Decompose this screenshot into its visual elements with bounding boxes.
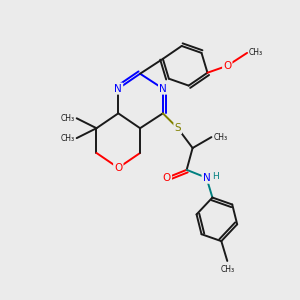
Text: O: O <box>163 173 171 183</box>
Text: N: N <box>114 84 122 94</box>
Text: CH₃: CH₃ <box>213 133 227 142</box>
Text: S: S <box>174 123 181 133</box>
Text: CH₃: CH₃ <box>61 134 75 142</box>
Text: O: O <box>114 163 122 173</box>
Text: N: N <box>202 173 210 183</box>
Text: N: N <box>159 84 167 94</box>
Text: CH₃: CH₃ <box>61 114 75 123</box>
Text: CH₃: CH₃ <box>220 265 234 274</box>
Text: H: H <box>212 172 219 181</box>
Text: O: O <box>223 61 231 71</box>
Text: CH₃: CH₃ <box>249 48 263 57</box>
